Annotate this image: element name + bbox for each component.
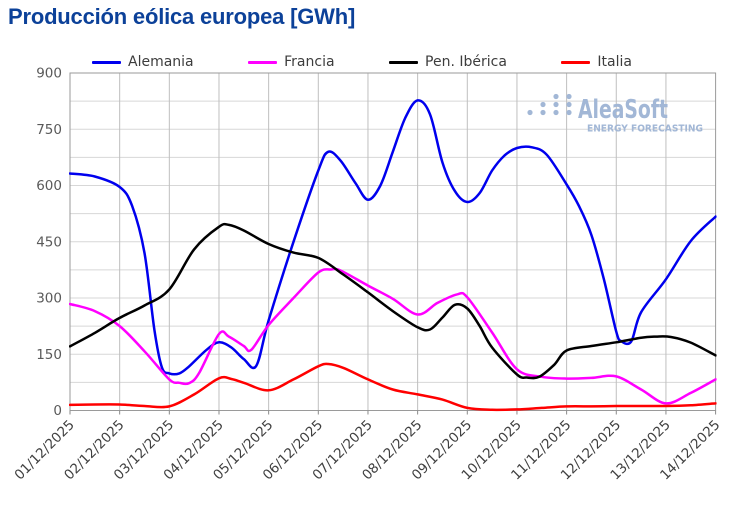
y-axis-tick-label: 0 bbox=[53, 403, 62, 419]
legend-line-swatch bbox=[561, 60, 591, 64]
dots-triangle-icon bbox=[540, 101, 546, 108]
watermark-name: AleaSoft bbox=[578, 95, 668, 125]
y-axis-tick-label: 750 bbox=[36, 122, 62, 138]
y-axis-tick-label: 900 bbox=[36, 66, 62, 82]
legend-item-alemania: Alemania bbox=[92, 55, 194, 69]
legend-line-swatch bbox=[248, 60, 278, 64]
y-axis-tick-label: 300 bbox=[36, 291, 62, 307]
dots-triangle-icon bbox=[553, 101, 559, 108]
legend-item-pen-ib-rica: Pen. Ibérica bbox=[389, 55, 507, 69]
legend-item-francia: Francia bbox=[248, 54, 335, 70]
series-line-pen-ib-rica bbox=[69, 222, 717, 380]
chart-legend: Alemania Francia Pen. Ibérica Italia bbox=[92, 53, 632, 71]
series-line-francia bbox=[69, 267, 717, 405]
series-line-italia bbox=[69, 362, 717, 412]
legend-line-swatch bbox=[389, 60, 419, 64]
dots-triangle-icon bbox=[566, 93, 572, 100]
legend-item-italia: Italia bbox=[561, 55, 632, 69]
y-axis-tick-label: 450 bbox=[36, 234, 62, 250]
legend-label: Pen. Ibérica bbox=[425, 54, 507, 70]
dots-triangle-icon bbox=[566, 101, 572, 108]
legend-label: Francia bbox=[284, 54, 335, 70]
dots-triangle-icon bbox=[553, 93, 559, 100]
legend-label: Alemania bbox=[128, 54, 194, 70]
plot-border bbox=[69, 72, 717, 411]
dots-triangle-icon bbox=[540, 109, 546, 116]
series-line-alemania bbox=[69, 99, 717, 376]
legend-label: Italia bbox=[597, 54, 632, 70]
y-axis-tick-label: 600 bbox=[36, 178, 62, 194]
dots-triangle-icon bbox=[527, 109, 533, 116]
watermark-tagline: ENERGY FORECASTING bbox=[587, 124, 703, 135]
y-axis-tick-label: 150 bbox=[36, 347, 62, 363]
chart-title: Producción eólica europea [GWh] bbox=[8, 4, 356, 29]
legend-line-swatch bbox=[92, 60, 121, 64]
series-group bbox=[69, 99, 717, 412]
dots-triangle-icon bbox=[553, 109, 559, 116]
dots-triangle-icon bbox=[566, 109, 572, 116]
